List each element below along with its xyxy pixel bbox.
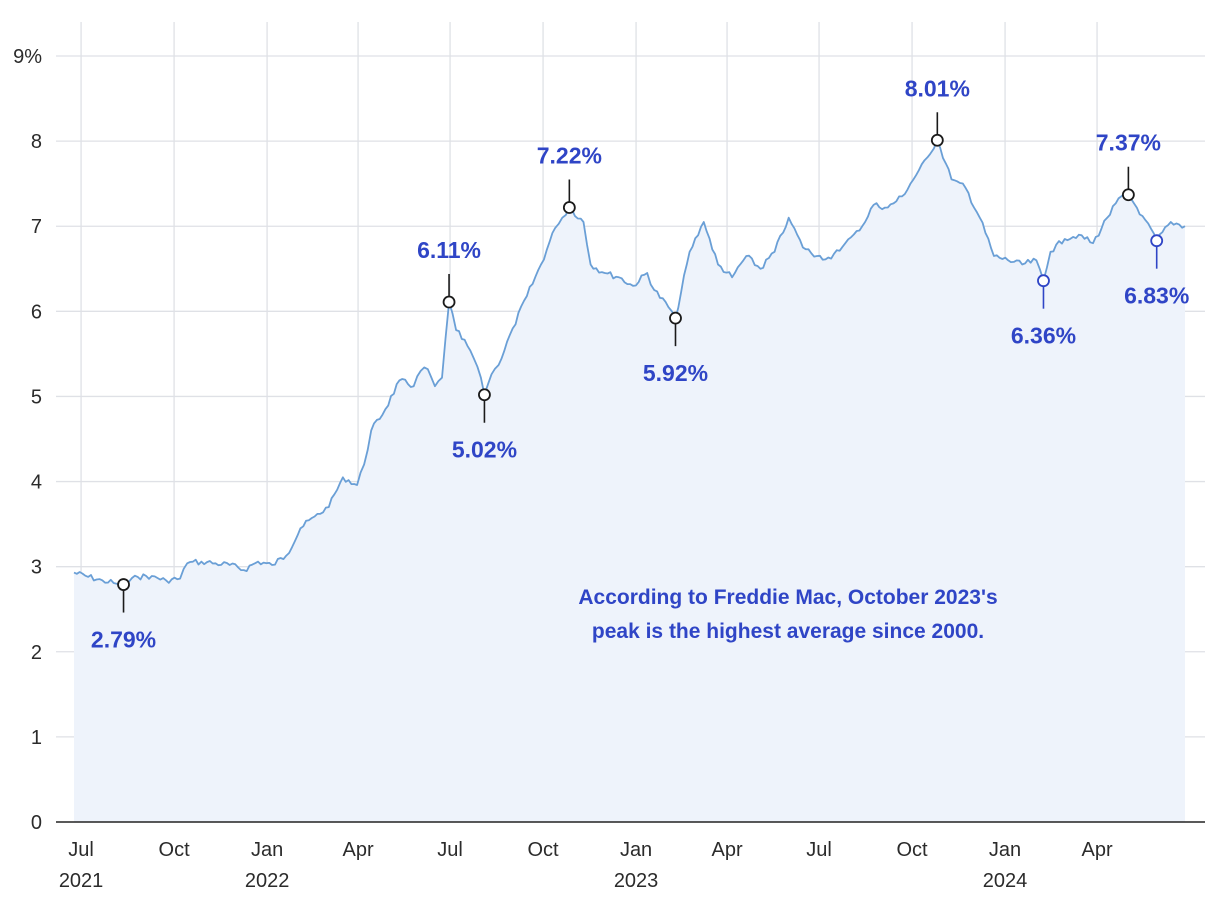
x-tick-label: Oct	[896, 839, 928, 861]
x-tick-label: Apr	[1081, 839, 1112, 861]
x-tick-label: Jan	[989, 839, 1021, 861]
x-tick-label: Jul	[68, 839, 94, 861]
annotation: 8.01%	[905, 75, 970, 147]
annotation-label: 6.83%	[1124, 283, 1189, 309]
annotation-marker	[930, 133, 944, 147]
y-tick-label: 0	[31, 812, 42, 834]
x-year-label: 2024	[983, 870, 1028, 892]
axis-layer: 0 1 2 3 4 5 6 7 8 9% Jul 2021 Oct Jan 2022 Apr Jul Oct Jan…	[13, 46, 1205, 892]
annotation: 6.36%	[1011, 274, 1076, 349]
area-layer	[74, 140, 1185, 823]
annotation-label: 5.02%	[452, 437, 517, 463]
x-tick-label: Apr	[711, 839, 742, 861]
x-year-label: 2023	[614, 870, 659, 892]
x-year-label: 2022	[245, 870, 290, 892]
annotation: 2.79%	[91, 578, 156, 653]
note-line-2: peak is the highest average since 2000.	[592, 620, 984, 643]
rate-line	[73, 139, 1186, 586]
annotation: 6.11%	[417, 237, 481, 309]
annotation-marker	[1150, 234, 1164, 248]
annotation: 7.37%	[1096, 130, 1161, 202]
x-tick-label: Jan	[620, 839, 652, 861]
y-tick-label: 5	[31, 386, 42, 408]
rate-area	[74, 140, 1185, 823]
annotation: 5.92%	[643, 311, 708, 386]
line-layer	[73, 139, 1186, 586]
x-tick-label: Jul	[437, 839, 463, 861]
annotation-label: 6.36%	[1011, 323, 1076, 349]
annotation: 6.83%	[1124, 234, 1189, 309]
annotation-label: 8.01%	[905, 75, 970, 101]
annotation-marker	[669, 311, 682, 325]
y-tick-label: 9%	[13, 46, 42, 68]
y-tick-label: 3	[31, 557, 42, 579]
annotation-marker	[442, 295, 456, 309]
y-tick-label: 7	[31, 216, 42, 238]
note-layer: According to Freddie Mac, October 2023's…	[578, 586, 997, 643]
annotation-marker	[478, 388, 491, 402]
x-tick-label: Oct	[528, 839, 560, 861]
annotation-marker	[117, 578, 130, 591]
x-tick-label: Jan	[251, 839, 283, 861]
annotation: 7.22%	[537, 142, 602, 214]
y-tick-label: 6	[31, 301, 42, 323]
annotation-marker	[1037, 274, 1050, 288]
y-tick-label: 1	[31, 727, 42, 749]
x-tick-label: Oct	[159, 839, 191, 861]
annotation: 5.02%	[452, 388, 517, 463]
x-tick-label: Jul	[806, 839, 832, 861]
x-year-label: 2021	[59, 870, 104, 892]
x-tick-label: Apr	[343, 839, 374, 861]
annotation-label: 7.37%	[1096, 130, 1161, 156]
annotation-marker	[1121, 188, 1135, 202]
annotation-layer: 2.79% 6.11% 5.02% 7.22% 5.92% 8.01% 6.36% 7.37%…	[91, 75, 1189, 652]
annotation-label: 5.92%	[643, 360, 708, 386]
y-tick-label: 2	[31, 642, 42, 664]
annotation-label: 2.79%	[91, 627, 156, 653]
y-tick-label: 8	[31, 131, 42, 153]
annotation-label: 6.11%	[417, 237, 481, 263]
annotation-label: 7.22%	[537, 142, 602, 168]
note-line-1: According to Freddie Mac, October 2023's	[578, 586, 997, 609]
y-tick-label: 4	[31, 472, 42, 494]
annotation-marker	[562, 201, 576, 214]
